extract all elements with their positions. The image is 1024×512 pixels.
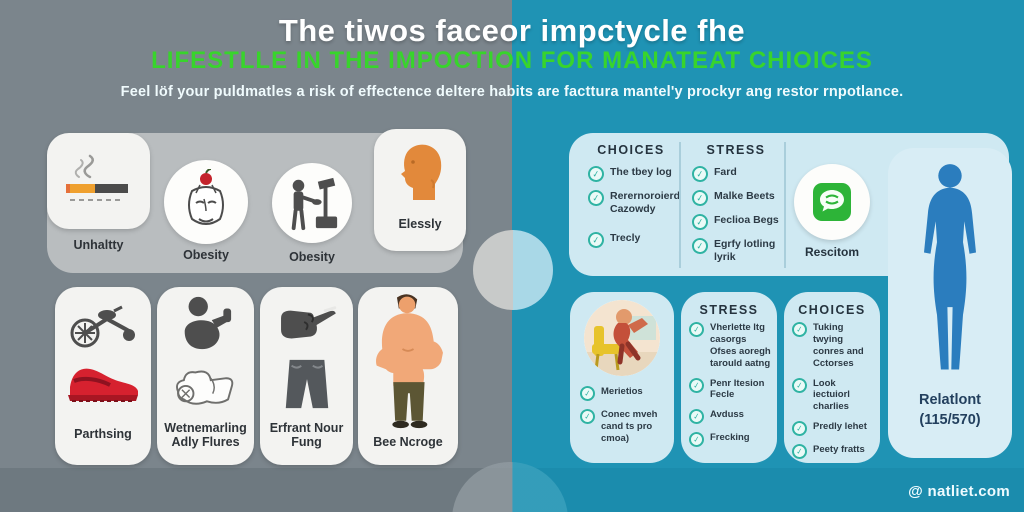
checklist-item: Fard bbox=[690, 164, 780, 184]
body-silhouette-icon bbox=[924, 164, 976, 370]
card-wetnemarling: Wetnemarling Adly Flures bbox=[157, 287, 254, 465]
checklist-item: Tuking twying conres and Cctorses bbox=[791, 321, 874, 370]
check-icon bbox=[586, 231, 606, 250]
card-elessly: Elessly bbox=[374, 129, 466, 251]
face-apple-icon bbox=[188, 169, 224, 225]
page-title: The tiwos faceor impctycle fhe bbox=[278, 13, 746, 48]
checklist-item: Peety fratts bbox=[791, 443, 874, 461]
check-icon bbox=[791, 376, 808, 394]
choices-header-top: CHOICES bbox=[597, 143, 665, 157]
person-in-chair-icon bbox=[584, 300, 660, 376]
watermark: @ natliet.com bbox=[908, 483, 1010, 500]
check-icon bbox=[688, 376, 705, 394]
app-label: Rescitom bbox=[804, 245, 860, 259]
hand-icon bbox=[281, 306, 337, 339]
checklist-item: Egrfy lotling lyrik bbox=[690, 236, 780, 264]
checklist-item: The tbey log bbox=[586, 164, 674, 184]
sneaker-icon bbox=[68, 368, 138, 402]
label-wetnemarling: Wetnemarling Adly Flures bbox=[164, 421, 247, 449]
check-icon bbox=[688, 321, 705, 338]
left-footer-band bbox=[0, 468, 512, 512]
checklist-item: Predly lehet bbox=[791, 420, 874, 438]
person-lamp-icon bbox=[291, 177, 338, 231]
decorative-circle-center bbox=[473, 230, 553, 310]
label-obesity-person: Obesity bbox=[289, 250, 335, 264]
check-icon bbox=[791, 443, 808, 461]
label-parthsing: Parthsing bbox=[74, 427, 132, 441]
overweight-man-icon bbox=[376, 294, 443, 429]
column-divider bbox=[784, 142, 786, 268]
bottom-card-choices: CHOICES Tuking twying conres and Cctorse… bbox=[784, 292, 880, 463]
choices-column-top: CHOICES The tbey log Rerernoroierd Cazow… bbox=[586, 143, 680, 256]
stress-header-bottom: STRESS bbox=[699, 303, 759, 317]
check-icon bbox=[579, 385, 596, 402]
head-profile-icon bbox=[401, 144, 442, 200]
checklist-item: Vherlette ltg casorgs Ofses aoregh tarou… bbox=[688, 321, 771, 370]
choices-checklist: Tuking twying conres and Cctorses Look i… bbox=[791, 321, 874, 467]
bottom-card-stress: STRESS Vherlette ltg casorgs Ofses aoreg… bbox=[681, 292, 777, 463]
app-badge bbox=[794, 164, 870, 240]
checklist-item: Merietios bbox=[579, 385, 670, 402]
checklist-item: Look iectuiorl charlies bbox=[791, 376, 874, 414]
card-bee-ncroge: Bee Ncroge bbox=[358, 287, 458, 465]
check-icon bbox=[791, 321, 808, 338]
checklist-item: Malke Beets bbox=[690, 188, 780, 208]
checklist-item: Feclioa Begs bbox=[690, 212, 780, 232]
bottom-card-habits: Merietios Conec mveh cand ts pro cmoa) bbox=[570, 292, 674, 463]
chat-app-icon bbox=[813, 183, 851, 221]
stress-header-top: STRESS bbox=[706, 143, 766, 157]
check-icon bbox=[688, 408, 705, 426]
pants-icon bbox=[285, 359, 329, 409]
illustration-circle bbox=[584, 300, 660, 376]
check-icon bbox=[690, 236, 710, 256]
tricycle-icon bbox=[70, 305, 135, 348]
label-erfrant: Erfrant Nour Fung bbox=[269, 421, 344, 449]
checklist-item: Avduss bbox=[688, 408, 771, 426]
checklist-item: Rerernoroierd Cazowdy bbox=[586, 188, 680, 216]
label-obesity-face: Obesity bbox=[183, 248, 229, 262]
check-icon bbox=[690, 164, 710, 184]
habits-checklist: Merietios Conec mveh cand ts pro cmoa) bbox=[579, 385, 670, 453]
figure-icon bbox=[184, 296, 232, 350]
card-erfrant: Erfrant Nour Fung bbox=[260, 287, 353, 465]
card-obesity-face bbox=[164, 160, 248, 244]
label-bee-ncroge: Bee Ncroge bbox=[373, 435, 443, 449]
figure-label: Relatlont bbox=[918, 392, 982, 408]
card-unhealthy bbox=[47, 133, 150, 229]
choices-header-bottom: CHOICES bbox=[798, 303, 866, 317]
checklist-item: Conec mveh cand ts pro cmoa) bbox=[579, 408, 670, 445]
check-icon bbox=[586, 164, 606, 184]
checklist-item: Penr Itesion Fecle bbox=[688, 376, 771, 402]
check-icon bbox=[791, 420, 808, 438]
cigarette-icon bbox=[65, 154, 128, 201]
card-parthsing: Parthsing bbox=[55, 287, 151, 465]
page-title-accent: LIFESTLLE IN THE IMPOCTION FOR MANATEAT … bbox=[151, 47, 873, 74]
check-icon bbox=[586, 188, 606, 208]
check-icon bbox=[690, 212, 710, 232]
page-subtitle: Feel löf your puldmatles a risk of effec… bbox=[120, 84, 904, 100]
column-divider bbox=[679, 142, 681, 268]
stress-column-top: STRESS Fard Malke Beets Feclioa Begs Egr… bbox=[690, 143, 780, 272]
check-icon bbox=[690, 188, 710, 208]
label-elessly: Elessly bbox=[398, 217, 442, 231]
stress-checklist: Vherlette ltg casorgs Ofses aoregh tarou… bbox=[688, 321, 771, 455]
card-obesity-person bbox=[272, 163, 352, 243]
right-footer-band bbox=[512, 468, 1024, 512]
checklist-item: Frecking bbox=[688, 431, 771, 449]
label-unhealthy: Unhaltty bbox=[73, 238, 124, 252]
sketch-icon bbox=[176, 370, 234, 405]
check-icon bbox=[579, 408, 596, 425]
figure-box bbox=[911, 160, 989, 384]
check-icon bbox=[688, 431, 705, 449]
checklist-item: Trecly bbox=[586, 231, 674, 250]
figure-value: (115/570) bbox=[919, 412, 981, 428]
